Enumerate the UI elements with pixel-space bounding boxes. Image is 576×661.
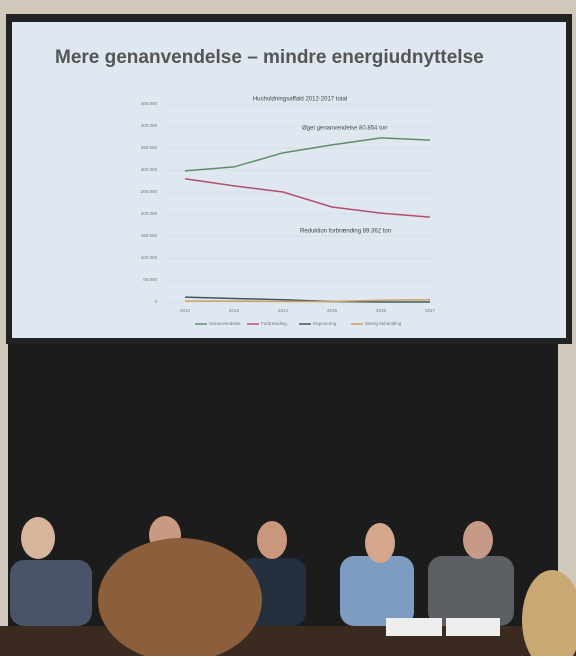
x-tick-label: 2012 — [180, 308, 191, 313]
y-tick-label: 400.000 — [141, 123, 158, 128]
x-tick-label: 2015 — [327, 308, 338, 313]
x-tick-label: 2013 — [229, 308, 240, 313]
scene: Mere genanvendelse – mindre energiudnytt… — [0, 0, 576, 656]
y-tick-label: 200.000 — [141, 211, 158, 216]
head — [365, 523, 395, 563]
annotation: Reduktion forbrænding 89.362 ton — [300, 229, 391, 235]
legend-label: Genanvendelse — [209, 321, 241, 326]
x-tick-label: 2017 — [425, 308, 436, 313]
person — [428, 556, 514, 626]
legend-label: Forbrænding — [261, 321, 287, 326]
name-plate — [386, 618, 442, 636]
y-tick-label: 50.000 — [143, 277, 157, 282]
head — [257, 521, 287, 559]
y-tick-label: 300.000 — [141, 167, 158, 172]
x-tick-label: 2016 — [376, 308, 387, 313]
person — [10, 560, 92, 626]
y-tick-label: 450.000 — [141, 101, 158, 106]
x-tick-label: 2014 — [278, 308, 289, 313]
person — [340, 556, 414, 626]
y-tick-label: 350.000 — [141, 145, 158, 150]
head — [21, 517, 55, 559]
head — [463, 521, 493, 559]
legend-label: Særlig behandling — [365, 321, 402, 326]
name-plate — [446, 618, 500, 636]
legend-label: Deponering — [313, 321, 337, 326]
chart-subtitle: Husholdningsaffald 2012-2017 total — [253, 97, 347, 103]
y-tick-label: 100.000 — [141, 255, 158, 260]
y-tick-label: 150.000 — [141, 233, 158, 238]
y-tick-label: 250.000 — [141, 189, 158, 194]
screen — [12, 22, 566, 338]
page: Mere genanvendelse – mindre energiudnytt… — [0, 0, 576, 661]
slide-title: Mere genanvendelse – mindre energiudnytt… — [55, 47, 484, 68]
annotation: Øget genanvendelse 80.854 ton — [302, 126, 387, 132]
